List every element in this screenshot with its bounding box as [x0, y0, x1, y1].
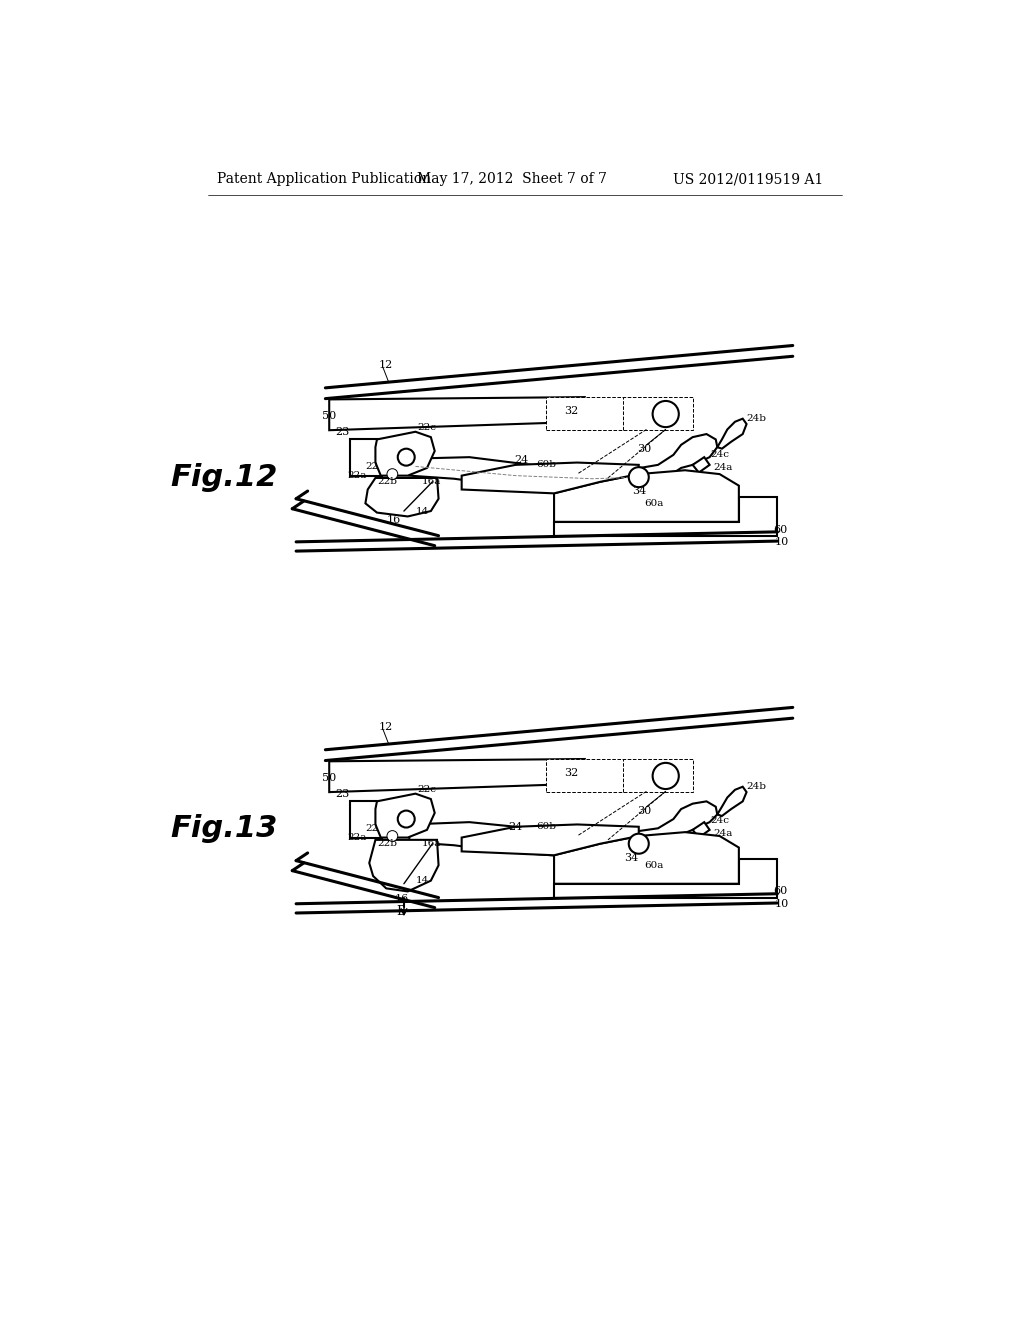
Bar — [350, 438, 382, 475]
Text: 24: 24 — [514, 455, 528, 465]
Circle shape — [629, 467, 649, 487]
Polygon shape — [462, 825, 639, 855]
Text: 32: 32 — [564, 407, 579, 416]
Polygon shape — [554, 470, 739, 521]
Text: 22: 22 — [366, 462, 379, 471]
Text: 34: 34 — [624, 853, 638, 862]
Circle shape — [652, 401, 679, 428]
Text: 24c: 24c — [711, 816, 729, 825]
Text: 24b: 24b — [746, 414, 767, 424]
Polygon shape — [717, 787, 746, 816]
Circle shape — [629, 834, 649, 854]
Circle shape — [397, 449, 415, 466]
Text: 22b: 22b — [377, 478, 397, 486]
Polygon shape — [376, 432, 435, 475]
Text: 14: 14 — [416, 507, 429, 516]
Text: 22c: 22c — [417, 785, 436, 795]
Text: 60: 60 — [773, 524, 787, 535]
Text: 30: 30 — [637, 445, 651, 454]
Text: 14: 14 — [416, 876, 429, 886]
Text: 34: 34 — [632, 486, 646, 496]
Polygon shape — [410, 801, 717, 858]
Text: Fig.13: Fig.13 — [171, 814, 279, 842]
Text: 12: 12 — [379, 722, 393, 731]
Text: 10: 10 — [774, 537, 788, 546]
Text: US 2012/0119519 A1: US 2012/0119519 A1 — [674, 172, 823, 186]
Polygon shape — [462, 462, 639, 494]
Polygon shape — [366, 478, 438, 516]
Polygon shape — [692, 457, 710, 473]
Text: 60b: 60b — [537, 822, 556, 832]
Text: 24b: 24b — [746, 783, 767, 791]
Text: Fig.12: Fig.12 — [171, 463, 279, 492]
Text: 32: 32 — [564, 768, 579, 777]
Text: 22b: 22b — [377, 840, 397, 849]
Text: 50: 50 — [322, 774, 336, 783]
Text: B: B — [396, 906, 406, 917]
Text: 24a: 24a — [714, 463, 733, 473]
Polygon shape — [370, 840, 438, 891]
Polygon shape — [554, 832, 739, 884]
Text: 16: 16 — [387, 515, 401, 525]
Text: 22a: 22a — [348, 471, 367, 480]
Text: 22c: 22c — [417, 424, 436, 433]
Text: 16a: 16a — [422, 478, 441, 486]
Text: 23: 23 — [336, 788, 349, 799]
Text: 50: 50 — [322, 412, 336, 421]
Text: May 17, 2012  Sheet 7 of 7: May 17, 2012 Sheet 7 of 7 — [417, 172, 607, 186]
Bar — [350, 800, 382, 838]
Text: 24a: 24a — [714, 829, 733, 838]
Text: 60b: 60b — [537, 461, 556, 470]
Polygon shape — [376, 793, 435, 838]
Polygon shape — [717, 418, 746, 449]
Text: Patent Application Publication: Patent Application Publication — [217, 172, 431, 186]
Text: 22: 22 — [366, 824, 379, 833]
Text: 16: 16 — [394, 894, 409, 904]
Polygon shape — [330, 759, 585, 792]
Polygon shape — [692, 822, 710, 838]
Polygon shape — [554, 498, 777, 536]
Circle shape — [652, 763, 679, 789]
Text: 60a: 60a — [644, 499, 664, 508]
Circle shape — [397, 810, 415, 828]
Text: 24: 24 — [508, 822, 522, 832]
Circle shape — [387, 469, 397, 479]
Text: 60a: 60a — [644, 861, 664, 870]
Bar — [547, 397, 692, 430]
Text: 60: 60 — [773, 887, 787, 896]
Text: 22a: 22a — [348, 833, 367, 842]
Text: 10: 10 — [774, 899, 788, 908]
Polygon shape — [330, 397, 585, 430]
Bar — [547, 759, 692, 792]
Polygon shape — [410, 434, 717, 491]
Text: 24c: 24c — [711, 450, 729, 459]
Text: 16a: 16a — [422, 840, 441, 849]
Polygon shape — [554, 859, 777, 898]
Circle shape — [387, 830, 397, 841]
Text: 12: 12 — [379, 360, 393, 370]
Text: 23: 23 — [336, 426, 349, 437]
Text: 30: 30 — [637, 807, 651, 816]
